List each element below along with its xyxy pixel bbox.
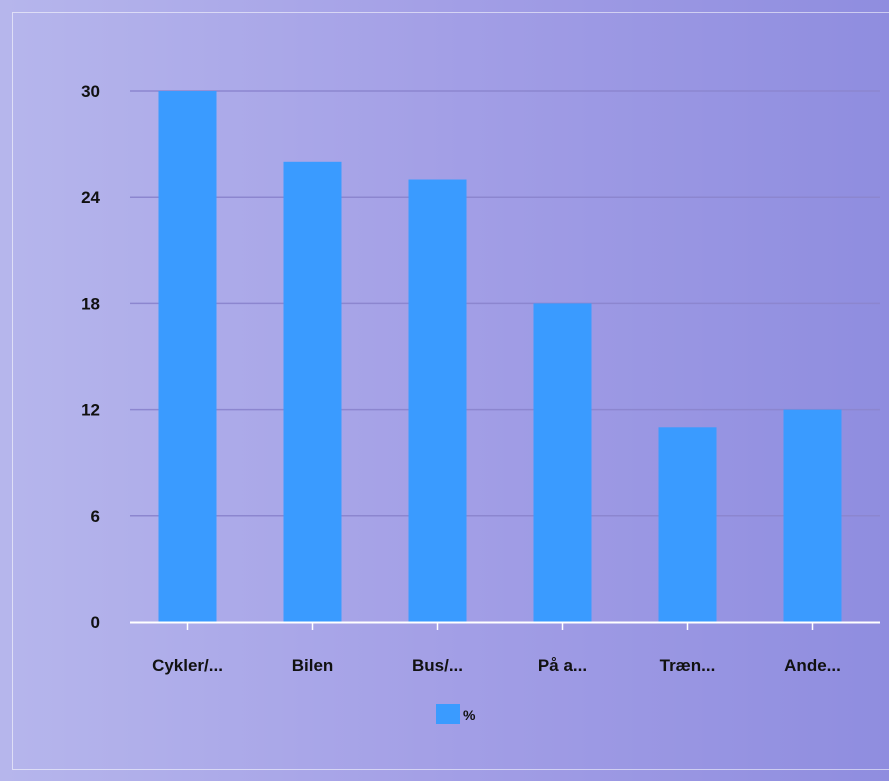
bar[interactable] xyxy=(408,179,467,623)
x-tick-label: Træn... xyxy=(660,656,716,675)
legend[interactable]: % xyxy=(436,704,476,724)
legend-swatch xyxy=(436,704,460,724)
y-tick-label: 6 xyxy=(91,507,100,526)
x-tick-label: Bus/... xyxy=(412,656,463,675)
bars xyxy=(158,91,842,623)
x-tick-label: Bilen xyxy=(292,656,334,675)
x-axis-labels: Cykler/... Bilen Bus/... På a... Træn... Ande… xyxy=(152,656,841,675)
y-tick-label: 24 xyxy=(81,188,100,207)
bar[interactable] xyxy=(533,303,592,622)
gridlines xyxy=(130,90,880,517)
bar[interactable] xyxy=(158,91,217,622)
x-axis-ticks xyxy=(186,622,814,630)
x-tick-label: På a... xyxy=(538,656,587,675)
bar[interactable] xyxy=(658,427,717,622)
bar[interactable] xyxy=(783,409,842,622)
y-axis-labels: 0 6 12 18 24 30 xyxy=(81,82,100,632)
y-tick-label: 0 xyxy=(91,613,100,632)
bar[interactable] xyxy=(283,161,342,623)
y-tick-label: 18 xyxy=(81,294,100,313)
y-tick-label: 12 xyxy=(81,401,100,420)
legend-label: % xyxy=(463,707,476,723)
x-tick-label: Ande... xyxy=(784,656,841,675)
y-tick-label: 30 xyxy=(81,82,100,101)
x-tick-label: Cykler/... xyxy=(152,656,223,675)
chart-frame xyxy=(12,12,889,770)
